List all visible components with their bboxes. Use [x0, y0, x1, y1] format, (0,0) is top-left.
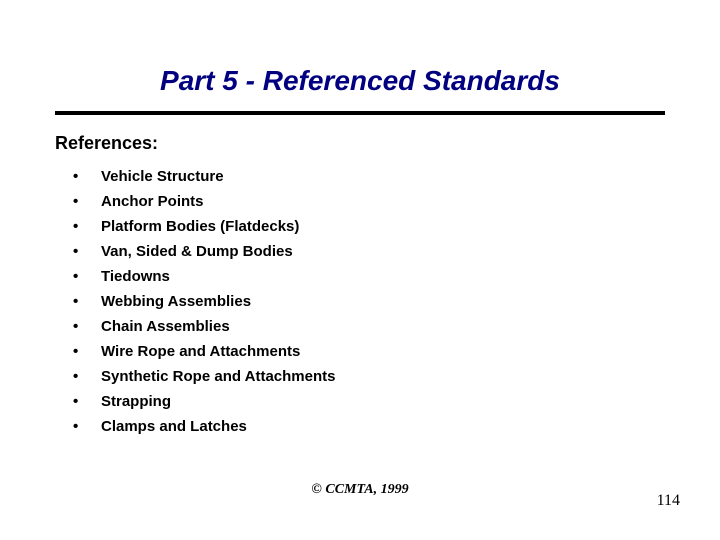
- list-item: •Wire Rope and Attachments: [73, 343, 665, 360]
- list-item: •Clamps and Latches: [73, 418, 665, 435]
- bullet-icon: •: [73, 368, 101, 385]
- bullet-icon: •: [73, 418, 101, 435]
- bullet-icon: •: [73, 218, 101, 235]
- slide: Part 5 - Referenced Standards References…: [0, 0, 720, 540]
- bullet-icon: •: [73, 243, 101, 260]
- list-item: •Synthetic Rope and Attachments: [73, 368, 665, 385]
- references-heading: References:: [55, 133, 665, 154]
- references-list: •Vehicle Structure•Anchor Points•Platfor…: [55, 168, 665, 435]
- list-item-label: Clamps and Latches: [101, 418, 247, 435]
- list-item-label: Platform Bodies (Flatdecks): [101, 218, 299, 235]
- bullet-icon: •: [73, 318, 101, 335]
- list-item: •Chain Assemblies: [73, 318, 665, 335]
- title-underline: [55, 111, 665, 115]
- bullet-icon: •: [73, 293, 101, 310]
- bullet-icon: •: [73, 193, 101, 210]
- list-item-label: Strapping: [101, 393, 171, 410]
- list-item: •Tiedowns: [73, 268, 665, 285]
- list-item-label: Vehicle Structure: [101, 168, 224, 185]
- page-number: 114: [657, 492, 680, 510]
- list-item-label: Synthetic Rope and Attachments: [101, 368, 335, 385]
- list-item: •Vehicle Structure: [73, 168, 665, 185]
- slide-title: Part 5 - Referenced Standards: [55, 65, 665, 107]
- list-item-label: Anchor Points: [101, 193, 204, 210]
- list-item-label: Chain Assemblies: [101, 318, 230, 335]
- list-item: •Anchor Points: [73, 193, 665, 210]
- list-item: •Webbing Assemblies: [73, 293, 665, 310]
- bullet-icon: •: [73, 268, 101, 285]
- list-item: •Van, Sided & Dump Bodies: [73, 243, 665, 260]
- bullet-icon: •: [73, 393, 101, 410]
- list-item-label: Wire Rope and Attachments: [101, 343, 300, 360]
- bullet-icon: •: [73, 168, 101, 185]
- list-item-label: Tiedowns: [101, 268, 170, 285]
- list-item: •Strapping: [73, 393, 665, 410]
- list-item-label: Webbing Assemblies: [101, 293, 251, 310]
- copyright-footer: © CCMTA, 1999: [0, 482, 720, 498]
- bullet-icon: •: [73, 343, 101, 360]
- list-item: •Platform Bodies (Flatdecks): [73, 218, 665, 235]
- list-item-label: Van, Sided & Dump Bodies: [101, 243, 293, 260]
